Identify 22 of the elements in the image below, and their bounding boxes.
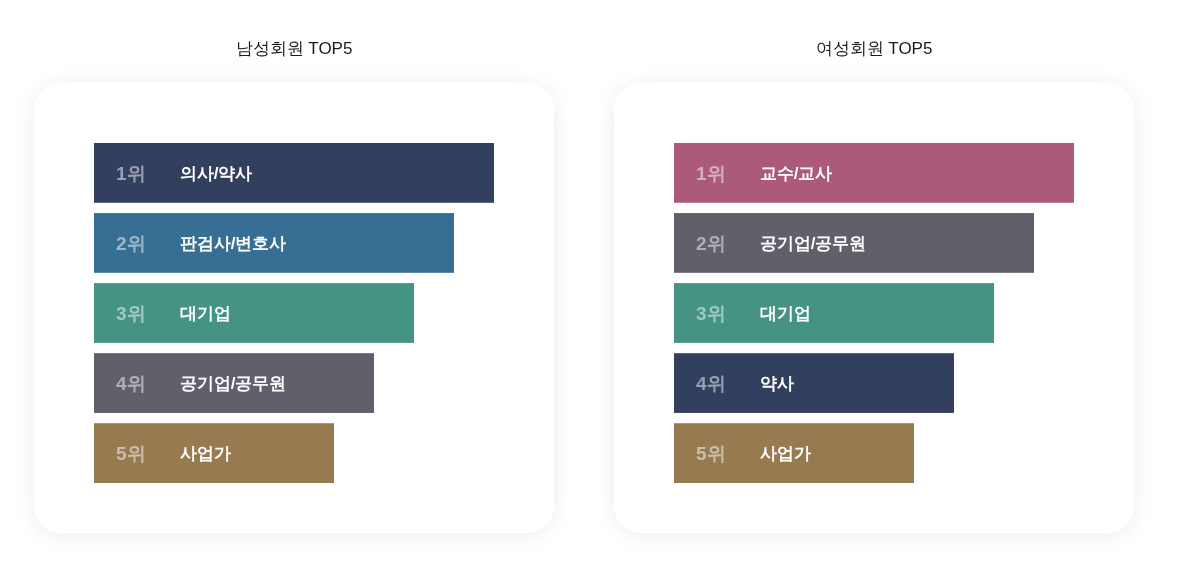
category-label: 4위 공기업/공무원 bbox=[116, 372, 287, 394]
bar bbox=[674, 143, 1074, 203]
bar bbox=[674, 423, 914, 483]
bar bbox=[674, 213, 1034, 273]
bar bbox=[94, 283, 414, 343]
chart-title: 남성회원 TOP5 bbox=[235, 38, 353, 58]
category-label: 1위 의사/약사 bbox=[116, 162, 253, 184]
category-label: 2위 판검사/변호사 bbox=[116, 232, 287, 254]
category-label: 3위 대기업 bbox=[116, 302, 231, 324]
category-label: 4위 약사 bbox=[696, 372, 794, 394]
category-label: 5위 사업가 bbox=[116, 442, 231, 464]
chart-title: 여성회원 TOP5 bbox=[815, 38, 933, 58]
bar bbox=[94, 423, 334, 483]
category-label: 1위 교수/교사 bbox=[696, 162, 833, 184]
bar bbox=[674, 353, 954, 413]
category-label: 3위 대기업 bbox=[696, 302, 811, 324]
bar bbox=[674, 283, 994, 343]
category-label: 2위 공기업/공무원 bbox=[696, 232, 867, 254]
bar bbox=[94, 353, 374, 413]
bar bbox=[94, 143, 494, 203]
bar bbox=[94, 213, 454, 273]
category-label: 5위 사업가 bbox=[696, 442, 811, 464]
